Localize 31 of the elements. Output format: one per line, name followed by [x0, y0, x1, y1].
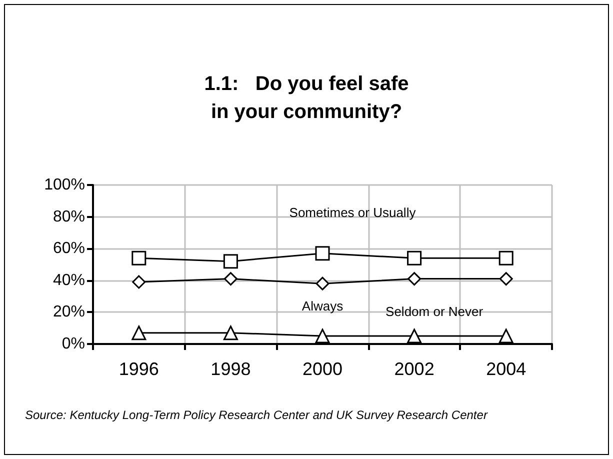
x-tick-label: 2000 [302, 359, 343, 379]
point [132, 326, 146, 340]
point [316, 276, 330, 290]
point [498, 250, 514, 266]
y-tick-label: 60% [52, 240, 85, 258]
point [315, 246, 330, 261]
point [132, 250, 146, 266]
point [498, 328, 514, 344]
point [132, 275, 146, 289]
x-tick-label: 2002 [394, 359, 434, 379]
point [407, 328, 422, 344]
point [224, 272, 238, 286]
point [408, 272, 422, 286]
y-tick-label: 0% [62, 336, 85, 352]
chart-title: 1.1: Do you feel safe in your community? [204, 73, 409, 123]
x-tick-label: 1998 [210, 359, 251, 379]
y-tick-label: 40% [52, 272, 85, 289]
point [315, 328, 330, 344]
point [407, 250, 422, 266]
source-note: Source: Kentucky Long-Term Policy Research Center and UK Survey Research Center [25, 408, 488, 422]
y-tick-label: 80% [52, 208, 85, 226]
text: Sometimes or Usually [289, 205, 416, 220]
point [223, 254, 238, 269]
series-label: Seldom or Never [386, 304, 484, 319]
x-tick-label: 1996 [118, 359, 159, 379]
point [223, 326, 238, 340]
y-tick-label: 20% [52, 304, 85, 321]
point [499, 272, 513, 286]
x-tick-label: 2004 [486, 359, 526, 379]
series-label: Always [302, 298, 344, 314]
y-tick-label: 100% [44, 176, 85, 194]
